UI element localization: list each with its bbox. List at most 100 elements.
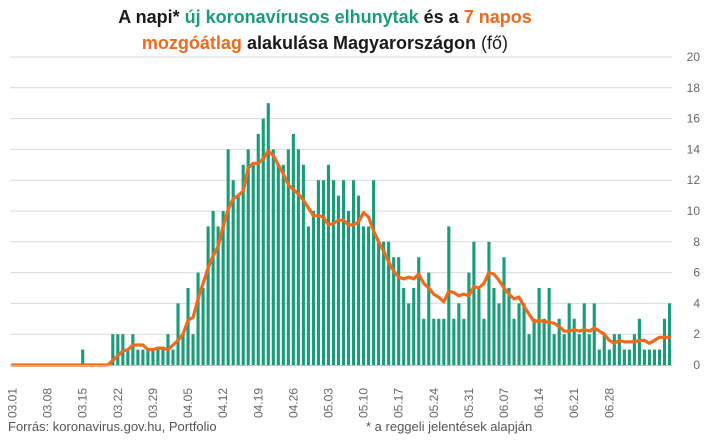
y-tick-label: 6 (693, 266, 700, 280)
bar (497, 303, 501, 365)
x-tick-label: 06.14 (532, 388, 546, 418)
bar (627, 349, 631, 365)
bar (161, 349, 165, 365)
bar (241, 164, 245, 365)
x-tick-label: 05.24 (427, 388, 441, 418)
grid (10, 56, 672, 335)
title-text: A napi* (118, 7, 185, 27)
bar (116, 334, 120, 365)
bar (667, 303, 672, 365)
bar (236, 195, 240, 365)
bar (487, 241, 491, 365)
y-tick-label: 18 (687, 81, 701, 95)
bar (437, 318, 441, 365)
moving-average-line (10, 149, 672, 367)
x-tick-label: 05.31 (462, 388, 476, 418)
bar (412, 288, 416, 365)
x-tick-label: 05.17 (392, 388, 406, 418)
x-tick-label: 06.07 (497, 388, 511, 418)
bar (281, 164, 285, 365)
x-tick-label: 04.19 (251, 388, 265, 418)
bar (657, 349, 662, 365)
bar (251, 164, 255, 365)
bar (547, 288, 551, 365)
bar (356, 195, 361, 365)
bar (562, 334, 566, 365)
bar (397, 257, 401, 365)
bar (141, 349, 145, 365)
x-tick-label: 06.28 (602, 388, 616, 418)
bar (311, 211, 315, 365)
bar (607, 349, 611, 365)
y-tick-label: 12 (687, 173, 701, 187)
bar (632, 334, 636, 365)
bar (582, 303, 586, 365)
bar (622, 349, 626, 365)
bar (612, 334, 616, 365)
bar (291, 134, 295, 365)
bar (387, 241, 391, 365)
x-tick-labels: 03.01 03.08 03.15 03.22 03.29 04.05 04.12 04.19… (6, 388, 617, 418)
bar (457, 303, 461, 365)
x-tick-label: 03.22 (111, 388, 125, 418)
bar (402, 288, 406, 365)
y-tick-labels: 0 2 4 6 8 10 12 14 16 18 20 (687, 50, 701, 372)
bar (512, 318, 516, 365)
title-moving-average-label: mozgóátlag (141, 33, 242, 53)
bar (156, 349, 160, 365)
bar (557, 318, 561, 365)
bar (331, 180, 336, 365)
bar (191, 334, 195, 365)
bar (271, 149, 275, 365)
bar (372, 180, 376, 365)
bar (341, 180, 346, 365)
x-tick-label: 04.26 (286, 388, 300, 418)
y-tick-label: 4 (693, 296, 700, 310)
bar (572, 318, 576, 365)
bar (662, 318, 667, 365)
x-tick-label: 04.05 (181, 388, 195, 418)
bar (407, 303, 411, 365)
bar (642, 349, 646, 365)
bar (171, 349, 175, 365)
x-tick-label: 06.21 (567, 388, 581, 418)
y-tick-label: 2 (693, 327, 700, 341)
bar (647, 349, 651, 365)
bar (216, 226, 220, 365)
y-tick-label: 20 (687, 50, 701, 64)
bar (266, 103, 270, 365)
bar (306, 226, 310, 365)
title-line-1: A napi* új koronavírusos elhunytak és a … (0, 4, 650, 30)
bar (417, 257, 421, 365)
bar (131, 334, 135, 365)
bar (226, 149, 230, 365)
bar (477, 288, 481, 365)
bar (502, 257, 506, 365)
bar (146, 349, 150, 365)
source-note: Forrás: koronavirus.gov.hu, Portfolio (8, 419, 217, 434)
x-tick-label: 03.29 (146, 388, 160, 418)
bar (527, 334, 531, 365)
bar (256, 134, 260, 365)
bar (151, 349, 155, 365)
bar (316, 180, 320, 365)
bar (301, 164, 305, 365)
bar (362, 226, 366, 365)
y-tick-label: 8 (693, 235, 700, 249)
bar (432, 318, 436, 365)
y-tick-label: 10 (687, 204, 701, 218)
x-tick-label: 03.15 (76, 388, 90, 418)
bar (321, 180, 326, 365)
bar (482, 318, 486, 365)
bar (587, 334, 591, 365)
bar (136, 349, 140, 365)
bar (81, 349, 85, 365)
title-moving-average-label: 7 napos (463, 7, 532, 27)
bar (542, 318, 546, 365)
title-text: és a (418, 7, 464, 27)
bar (602, 334, 606, 365)
bar (367, 226, 371, 365)
bar (507, 288, 511, 365)
y-tick-label: 14 (687, 142, 701, 156)
